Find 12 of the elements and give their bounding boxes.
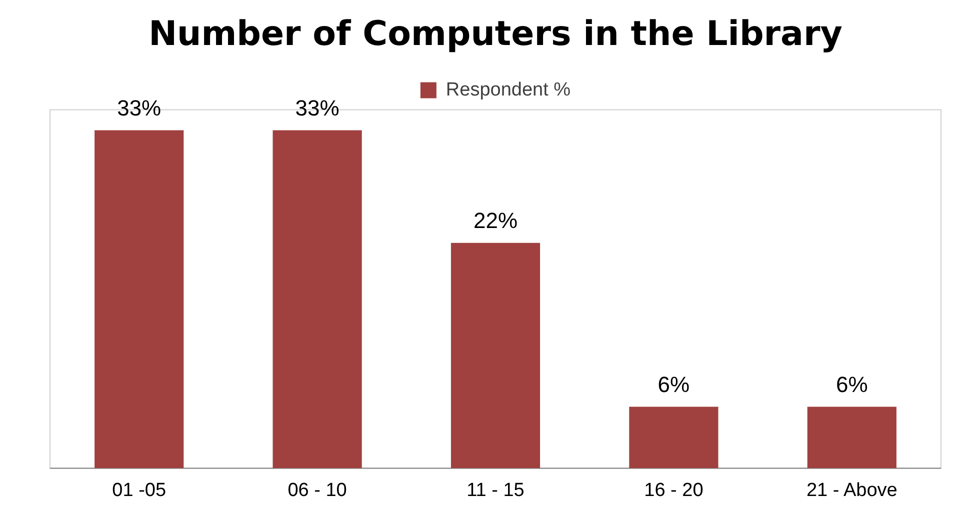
x-tick-label: 06 - 10 (288, 480, 347, 501)
x-tick-label: 11 - 15 (466, 480, 524, 501)
data-label: 33% (295, 95, 340, 120)
legend-label: Respondent % (446, 80, 571, 101)
x-tick-label: 01 -05 (112, 480, 166, 501)
data-label: 22% (473, 208, 518, 233)
x-tick-label: 16 - 20 (644, 480, 704, 501)
data-label: 6% (658, 372, 690, 397)
chart-title: Number of Computers in the Library (148, 14, 842, 54)
data-label: 33% (117, 95, 162, 120)
x-tick-label: 21 - Above (806, 480, 898, 501)
data-label: 6% (836, 372, 868, 397)
